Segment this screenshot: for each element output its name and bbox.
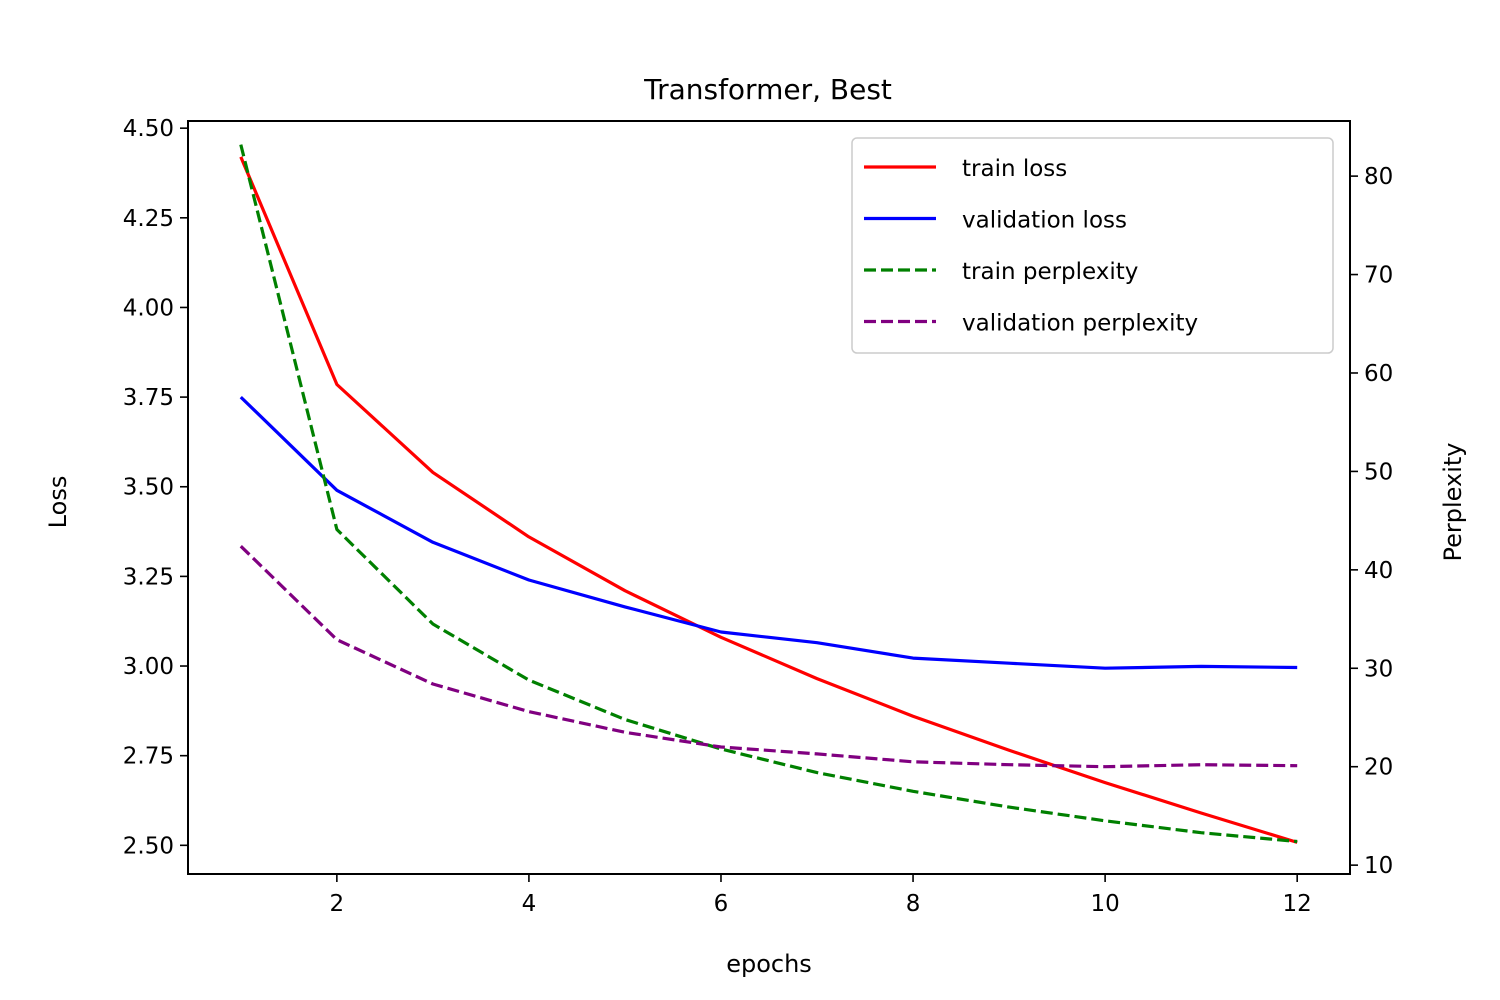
legend-label: train loss bbox=[962, 156, 1067, 182]
legend-label: validation perplexity bbox=[962, 311, 1198, 337]
left-y-axis-label: Loss bbox=[44, 476, 72, 529]
legend-label: validation loss bbox=[962, 208, 1127, 234]
series-line-validation-perplexity bbox=[239, 545, 1298, 769]
left-y-tick-label: 3.00 bbox=[123, 654, 174, 680]
legend-label: train perplexity bbox=[962, 259, 1138, 285]
right-y-tick-label: 60 bbox=[1364, 361, 1393, 387]
right-y-axis-label: Perplexity bbox=[1439, 443, 1467, 562]
x-axis-label: epochs bbox=[726, 950, 812, 978]
right-y-tick-label: 10 bbox=[1364, 853, 1393, 879]
x-tick-label: 12 bbox=[1283, 891, 1312, 917]
left-y-tick-label: 3.25 bbox=[123, 564, 174, 590]
right-y-tick-label: 40 bbox=[1364, 558, 1393, 584]
right-y-tick-label: 30 bbox=[1364, 656, 1393, 682]
left-y-tick-label: 4.50 bbox=[123, 116, 174, 142]
x-tick-label: 4 bbox=[522, 891, 537, 917]
left-y-tick-label: 4.00 bbox=[123, 295, 174, 321]
left-y-tick-label: 4.25 bbox=[123, 206, 174, 232]
plot-frame bbox=[187, 120, 1351, 875]
series-line-train-loss bbox=[239, 156, 1298, 844]
x-tick-label: 8 bbox=[906, 891, 921, 917]
plot-area bbox=[239, 144, 1298, 844]
legend: train loss validation loss train perplexit… bbox=[851, 137, 1334, 354]
right-y-tick-label: 20 bbox=[1364, 755, 1393, 781]
right-y-tick-label: 70 bbox=[1364, 263, 1393, 289]
x-tick-label: 6 bbox=[714, 891, 729, 917]
left-y-tick-label: 3.75 bbox=[123, 385, 174, 411]
right-y-axis: 10 20 30 40 50 60 70 80 bbox=[1350, 164, 1393, 879]
legend-box bbox=[851, 137, 1334, 354]
left-y-tick-label: 2.75 bbox=[123, 744, 174, 770]
right-y-tick-label: 50 bbox=[1364, 459, 1393, 485]
series-line-validation-loss bbox=[239, 395, 1298, 670]
x-tick-label: 2 bbox=[330, 891, 345, 917]
left-y-tick-label: 2.50 bbox=[123, 833, 174, 859]
right-y-tick-label: 80 bbox=[1364, 164, 1393, 190]
x-axis: 2 4 6 8 10 12 bbox=[330, 874, 1312, 917]
left-y-tick-label: 3.50 bbox=[123, 475, 174, 501]
left-y-axis: 2.50 2.75 3.00 3.25 3.50 3.75 4.00 4.25 4.50 bbox=[123, 116, 188, 859]
x-tick-label: 10 bbox=[1090, 891, 1119, 917]
chart-title: Transformer, Best bbox=[643, 73, 892, 106]
